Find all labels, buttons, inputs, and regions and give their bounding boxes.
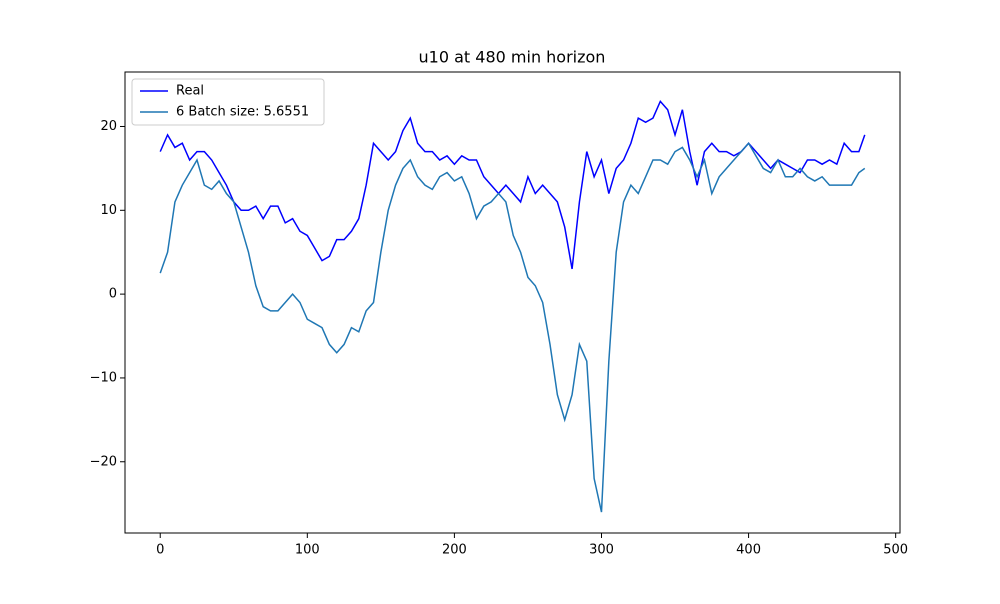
chart-title: u10 at 480 min horizon [419,48,606,67]
x-tick-label: 0 [156,543,164,558]
plot-frame [124,71,901,534]
x-tick-label: 200 [442,543,467,558]
y-tick-label: 10 [100,203,117,218]
x-tick-label: 300 [589,543,614,558]
x-tick-label: 400 [736,543,761,558]
x-tick-label: 100 [295,543,320,558]
legend-label: Real [176,84,204,99]
legend-label: 6 Batch size: 5.6551 [176,105,309,120]
legend-box [131,78,325,126]
y-tick-label: 20 [100,119,117,134]
data-line [159,141,866,513]
y-tick-label: 0 [109,287,117,302]
y-tick-label: −10 [90,370,117,385]
x-tick-label: 500 [883,543,908,558]
y-tick-label: −20 [90,454,117,469]
